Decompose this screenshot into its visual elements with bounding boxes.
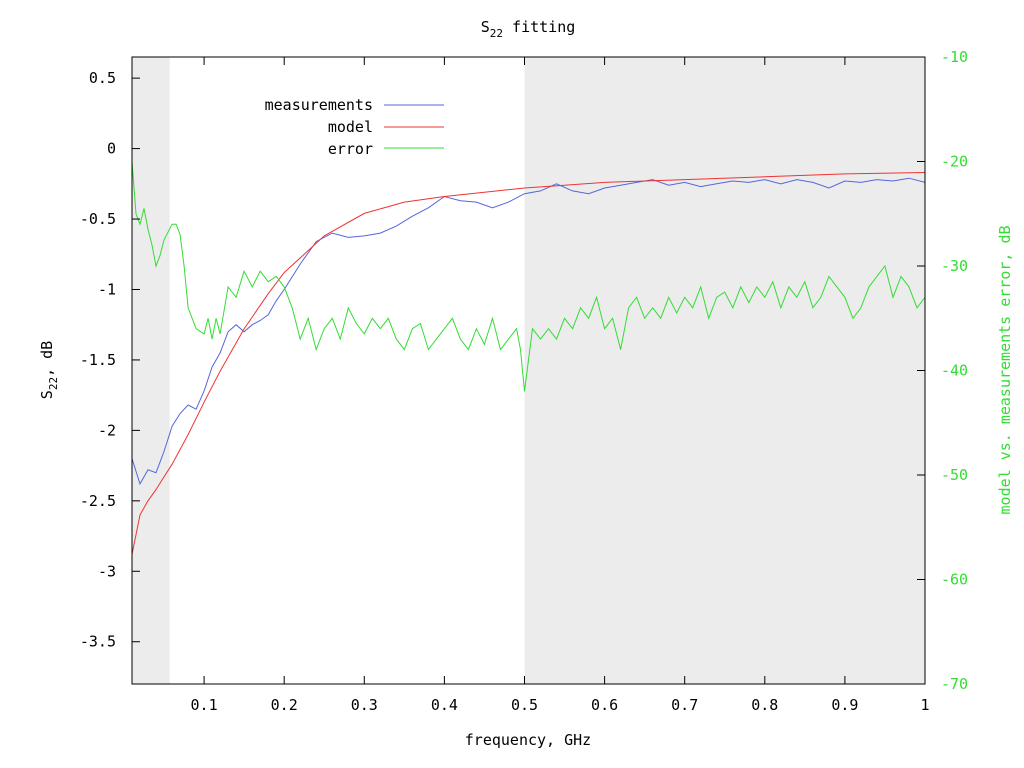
- y2-tick-label: -60: [941, 571, 968, 589]
- legend-label-error: error: [328, 140, 373, 158]
- legend: measurements model error: [265, 96, 444, 158]
- shaded-regions: [132, 57, 925, 684]
- x-tick-label: 0.6: [591, 696, 618, 714]
- chart-title: S22 fitting: [481, 18, 576, 40]
- x-axis-label: frequency, GHz: [465, 731, 591, 749]
- y-axis-label: S22, dB: [38, 341, 60, 399]
- y2-tick-label: -50: [941, 466, 968, 484]
- y2-axis-label: model vs. measurements error, dB: [996, 226, 1014, 515]
- x-tick-label: 0.2: [271, 696, 298, 714]
- y-tick-label: -3.5: [80, 633, 116, 651]
- y2-tick-label: -70: [941, 675, 968, 693]
- legend-label-model: model: [328, 118, 373, 136]
- y-tick-label: -2: [98, 421, 116, 439]
- x-tick-label: 0.5: [511, 696, 538, 714]
- y-tick-label: -1: [98, 280, 116, 298]
- x-tick-label: 0.1: [191, 696, 218, 714]
- shaded-region-1: [524, 57, 925, 684]
- y-tick-label: -3: [98, 562, 116, 580]
- x-tick-label: 0.4: [431, 696, 458, 714]
- x-tick-label: 1: [920, 696, 929, 714]
- series-layer: [131, 161, 926, 555]
- y2-tick-label: -20: [941, 153, 968, 171]
- x-tick-label: 0.9: [831, 696, 858, 714]
- y-tick-label: 0.5: [89, 69, 116, 87]
- y-tick-label: -0.5: [80, 210, 116, 228]
- shaded-region-0: [132, 57, 170, 684]
- y-tick-label: -1.5: [80, 351, 116, 369]
- x-tick-label: 0.3: [351, 696, 378, 714]
- y2-tick-label: -10: [941, 48, 968, 66]
- y2-tick-label: -40: [941, 362, 968, 380]
- x-tick-label: 0.7: [671, 696, 698, 714]
- y-tick-label: -2.5: [80, 492, 116, 510]
- y2-tick-label: -30: [941, 257, 968, 275]
- series-line-error: [131, 161, 926, 392]
- legend-label-measurements: measurements: [265, 96, 373, 114]
- y-tick-label: 0: [107, 140, 116, 158]
- x-tick-label: 0.8: [751, 696, 778, 714]
- ticks-layer: 0.1 0.2 0.3 0.4 0.5 0.6 0.7 0.8 0.9 1 0.5 0 -0.5 -1 -1…: [80, 48, 968, 714]
- series-line-model: [131, 172, 926, 555]
- series-line-measurements: [131, 177, 926, 486]
